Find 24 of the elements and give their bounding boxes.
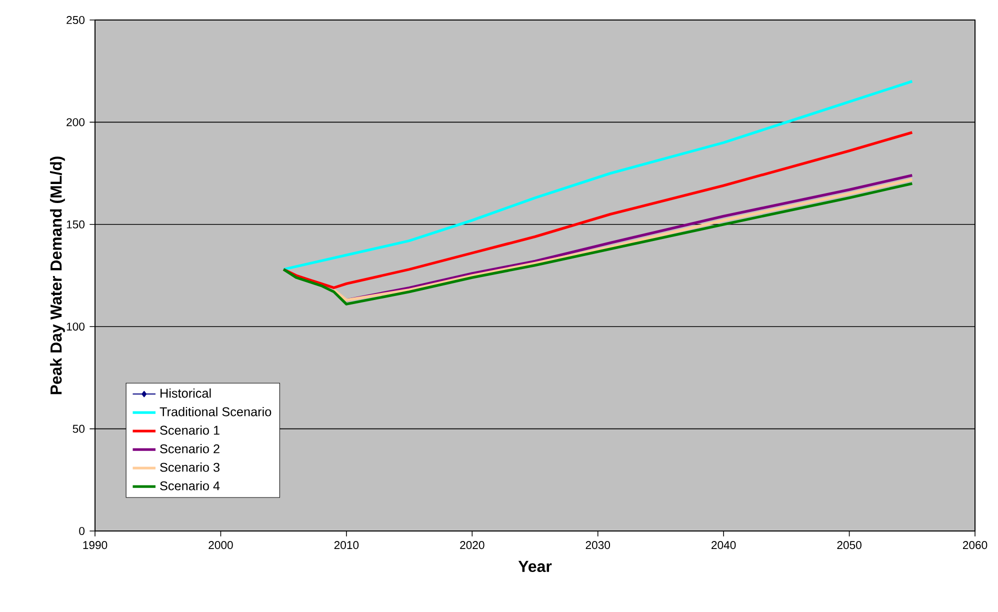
y-tick-label: 100 xyxy=(66,322,85,331)
y-tick-label: 50 xyxy=(72,424,85,433)
x-tick-label: 1990 xyxy=(83,541,108,550)
legend-label: Traditional Scenario xyxy=(160,406,272,416)
y-tick-label: 250 xyxy=(66,16,85,24)
x-tick-label: 2050 xyxy=(837,541,862,550)
legend-label: Scenario 1 xyxy=(160,425,220,435)
line-series xyxy=(282,80,914,271)
x-tick-label: 2030 xyxy=(586,541,610,550)
legend-label: Scenario 3 xyxy=(160,462,220,472)
legend-label: Scenario 4 xyxy=(160,481,220,490)
y-tick-label: 0 xyxy=(79,527,85,536)
x-tick-label: 2000 xyxy=(208,541,233,550)
legend-label: Historical xyxy=(160,388,211,398)
legend-label: Scenario 2 xyxy=(160,444,220,454)
y-axis-title: Peak Day Water Demand (ML/d) xyxy=(50,156,65,394)
x-axis-title: Year xyxy=(518,560,552,572)
x-tick-label: 2060 xyxy=(962,541,988,550)
line-series xyxy=(282,131,914,290)
x-tick-label: 2040 xyxy=(712,541,736,550)
x-tick-label: 2020 xyxy=(460,541,484,550)
y-tick-label: 200 xyxy=(66,118,85,126)
y-tick-label: 150 xyxy=(66,220,85,228)
x-tick-label: 2010 xyxy=(334,541,359,550)
